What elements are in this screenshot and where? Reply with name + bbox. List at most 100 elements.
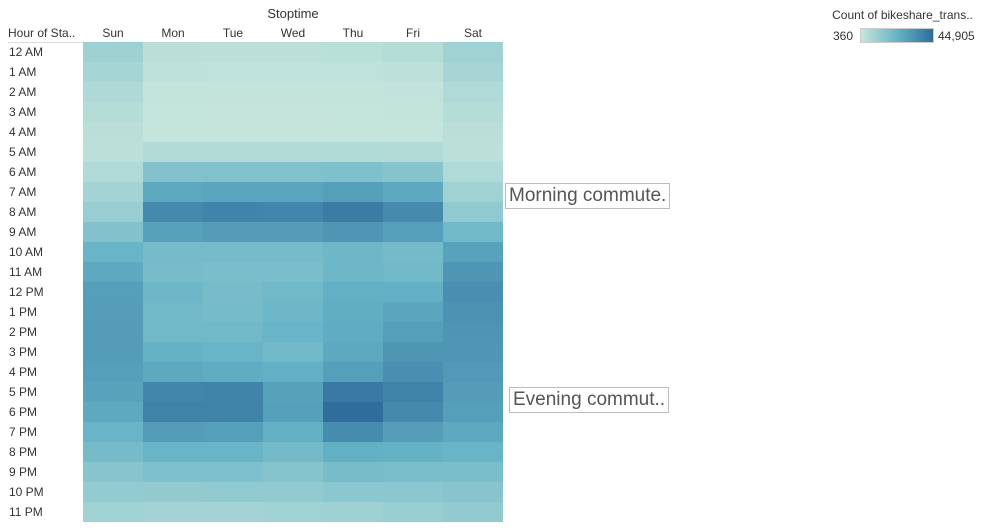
heatmap-cell[interactable] (323, 422, 383, 442)
heatmap-cell[interactable] (203, 402, 263, 422)
heatmap-cell[interactable] (443, 162, 503, 182)
heatmap-cell[interactable] (203, 482, 263, 502)
heatmap-cell[interactable] (263, 262, 323, 282)
heatmap-cell[interactable] (83, 322, 143, 342)
heatmap-cell[interactable] (143, 42, 203, 62)
heatmap-cell[interactable] (143, 502, 203, 522)
heatmap-cell[interactable] (203, 82, 263, 102)
heatmap-cell[interactable] (143, 302, 203, 322)
heatmap-cell[interactable] (443, 102, 503, 122)
heatmap-cell[interactable] (323, 182, 383, 202)
heatmap-cell[interactable] (83, 122, 143, 142)
heatmap-cell[interactable] (443, 242, 503, 262)
heatmap-cell[interactable] (263, 42, 323, 62)
heatmap-cell[interactable] (383, 182, 443, 202)
heatmap-cell[interactable] (83, 202, 143, 222)
heatmap-cell[interactable] (203, 362, 263, 382)
heatmap-cell[interactable] (203, 262, 263, 282)
heatmap-cell[interactable] (143, 182, 203, 202)
heatmap-cell[interactable] (443, 402, 503, 422)
heatmap-cell[interactable] (263, 142, 323, 162)
heatmap-cell[interactable] (143, 142, 203, 162)
heatmap-cell[interactable] (263, 82, 323, 102)
heatmap-cell[interactable] (203, 102, 263, 122)
heatmap-cell[interactable] (143, 382, 203, 402)
heatmap-cell[interactable] (83, 42, 143, 62)
heatmap-cell[interactable] (383, 462, 443, 482)
heatmap-cell[interactable] (323, 362, 383, 382)
heatmap-cell[interactable] (83, 162, 143, 182)
heatmap-cell[interactable] (143, 202, 203, 222)
heatmap-cell[interactable] (83, 362, 143, 382)
heatmap-cell[interactable] (323, 62, 383, 82)
heatmap-cell[interactable] (383, 382, 443, 402)
heatmap-cell[interactable] (203, 142, 263, 162)
heatmap-cell[interactable] (263, 162, 323, 182)
heatmap-cell[interactable] (83, 142, 143, 162)
heatmap-cell[interactable] (203, 502, 263, 522)
heatmap-cell[interactable] (383, 42, 443, 62)
heatmap-cell[interactable] (323, 302, 383, 322)
heatmap-cell[interactable] (383, 482, 443, 502)
heatmap-cell[interactable] (83, 262, 143, 282)
heatmap-cell[interactable] (83, 302, 143, 322)
heatmap-cell[interactable] (203, 382, 263, 402)
heatmap-cell[interactable] (323, 482, 383, 502)
heatmap-cell[interactable] (203, 242, 263, 262)
heatmap-cell[interactable] (143, 322, 203, 342)
heatmap-cell[interactable] (443, 362, 503, 382)
heatmap-cell[interactable] (83, 242, 143, 262)
heatmap-cell[interactable] (443, 42, 503, 62)
heatmap-cell[interactable] (323, 502, 383, 522)
heatmap-cell[interactable] (83, 222, 143, 242)
heatmap-cell[interactable] (263, 502, 323, 522)
heatmap-cell[interactable] (383, 242, 443, 262)
heatmap-cell[interactable] (203, 302, 263, 322)
heatmap-cell[interactable] (323, 402, 383, 422)
heatmap-cell[interactable] (83, 442, 143, 462)
heatmap-cell[interactable] (143, 442, 203, 462)
heatmap-cell[interactable] (263, 322, 323, 342)
heatmap-cell[interactable] (443, 342, 503, 362)
heatmap-cell[interactable] (263, 382, 323, 402)
heatmap-cell[interactable] (383, 82, 443, 102)
heatmap-cell[interactable] (203, 122, 263, 142)
heatmap-cell[interactable] (443, 442, 503, 462)
heatmap-cell[interactable] (383, 162, 443, 182)
heatmap-cell[interactable] (143, 422, 203, 442)
heatmap-cell[interactable] (203, 42, 263, 62)
heatmap-cell[interactable] (83, 482, 143, 502)
heatmap-cell[interactable] (263, 442, 323, 462)
heatmap-cell[interactable] (263, 282, 323, 302)
heatmap-cell[interactable] (263, 342, 323, 362)
heatmap-cell[interactable] (323, 342, 383, 362)
heatmap-cell[interactable] (383, 362, 443, 382)
heatmap-cell[interactable] (143, 222, 203, 242)
heatmap-cell[interactable] (143, 342, 203, 362)
heatmap-cell[interactable] (443, 222, 503, 242)
heatmap-cell[interactable] (443, 182, 503, 202)
heatmap-cell[interactable] (383, 142, 443, 162)
heatmap-cell[interactable] (83, 282, 143, 302)
heatmap-cell[interactable] (323, 102, 383, 122)
heatmap-cell[interactable] (203, 282, 263, 302)
heatmap-cell[interactable] (203, 222, 263, 242)
heatmap-cell[interactable] (203, 462, 263, 482)
heatmap-cell[interactable] (323, 382, 383, 402)
heatmap-cell[interactable] (443, 142, 503, 162)
heatmap-cell[interactable] (323, 282, 383, 302)
heatmap-cell[interactable] (323, 142, 383, 162)
heatmap-cell[interactable] (203, 342, 263, 362)
heatmap-cell[interactable] (383, 322, 443, 342)
heatmap-cell[interactable] (203, 182, 263, 202)
heatmap-cell[interactable] (143, 122, 203, 142)
heatmap-cell[interactable] (143, 462, 203, 482)
heatmap-cell[interactable] (263, 122, 323, 142)
heatmap-cell[interactable] (263, 362, 323, 382)
heatmap-cell[interactable] (323, 202, 383, 222)
heatmap-cell[interactable] (323, 162, 383, 182)
heatmap-cell[interactable] (383, 202, 443, 222)
heatmap-cell[interactable] (383, 422, 443, 442)
heatmap-cell[interactable] (443, 382, 503, 402)
heatmap-cell[interactable] (383, 262, 443, 282)
